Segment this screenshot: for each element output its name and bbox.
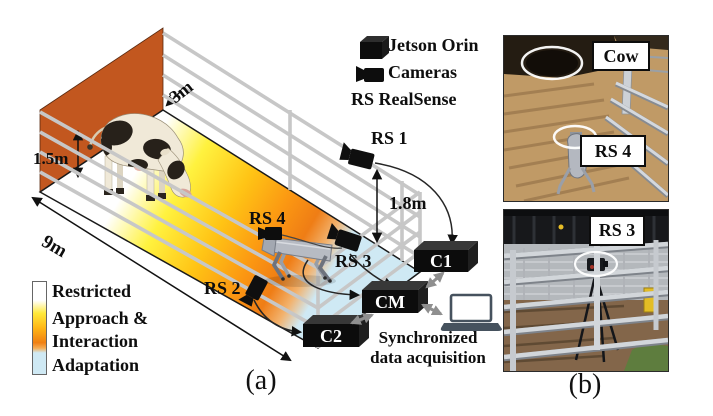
- link-cm-laptop: [421, 303, 443, 316]
- cm-box-label: CM: [375, 291, 405, 312]
- robot-dog-illustration: [258, 227, 343, 287]
- wire-rs1-c1: [374, 162, 458, 246]
- zone-approach-label: Approach &: [52, 308, 149, 328]
- wire-rs2-c2: [253, 299, 303, 337]
- zone-interaction-label: Interaction: [52, 331, 138, 351]
- link-cm-c2: [349, 313, 375, 325]
- link-c1-cm: [425, 271, 445, 289]
- width-3m-arrow: [165, 90, 182, 107]
- grass-patch: [624, 344, 668, 371]
- zone-gradient-bar: [32, 281, 47, 375]
- c2-box-label: C2: [320, 325, 342, 346]
- dim-1-8m-label: 1.8m: [389, 193, 427, 213]
- photo-rs3-tripod: RS 3: [503, 209, 669, 372]
- rs1-label: RS 1: [371, 128, 408, 148]
- zone-restricted-label: Restricted: [52, 281, 131, 301]
- legend-jetson-label: Jetson Orin: [388, 35, 479, 55]
- zone-adaptation-label: Adaptation: [52, 355, 140, 375]
- foreground-gate: [504, 240, 668, 371]
- sync-acquisition-label: Synchronized data acquisition: [354, 328, 502, 368]
- rs3-camera: [326, 223, 362, 252]
- rs4-camera-on-robot: [258, 227, 282, 240]
- cow-highlight-ellipse: [520, 45, 584, 81]
- rs4-label: RS 4: [249, 208, 286, 228]
- rs2-label: RS 2: [204, 278, 241, 298]
- photo-cow-label: Cow: [592, 41, 650, 71]
- wire-robot-cm: [302, 259, 361, 300]
- panel-b-caption: (b): [568, 369, 602, 400]
- rs2-camera: [238, 275, 268, 307]
- laptop-icon: [440, 293, 502, 331]
- c1-box-label: C1: [430, 251, 452, 271]
- rs3-label: RS 3: [335, 251, 372, 271]
- dim-1-5m-label: 1.5m: [33, 149, 69, 168]
- sync-acquisition-line1: Synchronized: [378, 328, 478, 347]
- rs3-highlight-ellipse: [573, 250, 619, 278]
- compute-box-c1: [414, 241, 478, 272]
- camera-icon: [356, 66, 384, 82]
- legend-realsense-label: RS RealSense: [351, 89, 457, 109]
- photo-rs3-graphic: [504, 210, 668, 371]
- length-9m-arrow: [31, 196, 292, 362]
- photo-cow-and-rs4: Cow RS 4: [503, 35, 669, 202]
- photo-rs4-label: RS 4: [580, 135, 646, 167]
- photo-rs3-label: RS 3: [589, 215, 645, 246]
- legend-cameras-label: Cameras: [388, 62, 457, 82]
- sync-link-arrows: [349, 271, 445, 325]
- cow-in-photo: [526, 50, 578, 76]
- sync-acquisition-line2: data acquisition: [370, 348, 486, 367]
- panel-a-caption: (a): [245, 365, 277, 396]
- jetson-orin-cube-icon: [360, 36, 389, 59]
- rs1-camera: [339, 142, 375, 170]
